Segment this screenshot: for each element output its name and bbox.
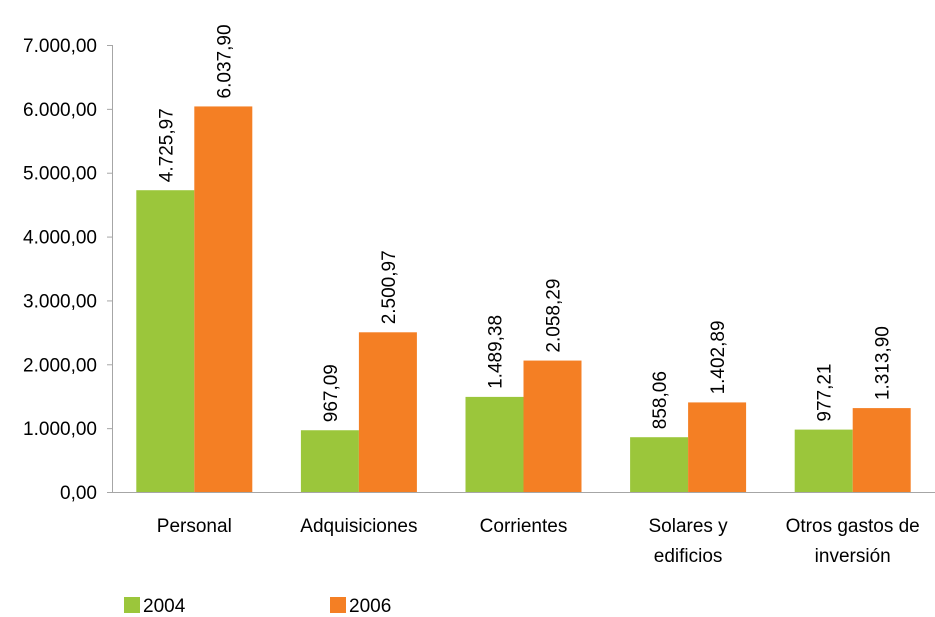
y-tick-label: 0,00 xyxy=(60,483,97,504)
data-label: 977,21 xyxy=(815,363,836,421)
y-tick-label: 5.000,00 xyxy=(23,164,97,185)
data-label: 1.402,89 xyxy=(708,320,729,394)
x-tick-label: inversión xyxy=(815,546,891,567)
bar-2006-4 xyxy=(852,408,911,492)
x-tick-label: Otros gastos de xyxy=(786,516,920,537)
data-label: 1.489,38 xyxy=(486,315,507,389)
legend-swatch-2004 xyxy=(124,597,140,613)
bar-2004-4 xyxy=(794,429,853,492)
bar-2004-3 xyxy=(630,437,689,492)
x-tick-label: Corrientes xyxy=(480,516,568,537)
y-tick-label: 6.000,00 xyxy=(23,100,97,121)
bar-2006-0 xyxy=(194,106,253,493)
x-tick-label: Solares y xyxy=(648,516,728,537)
bar-2004-0 xyxy=(136,190,195,492)
bar-2006-2 xyxy=(523,360,582,492)
bar-2006-3 xyxy=(688,402,747,492)
bar-2006-1 xyxy=(358,332,417,492)
x-tick-label: Personal xyxy=(157,516,232,537)
y-tick-label: 4.000,00 xyxy=(23,228,97,249)
data-label: 4.725,97 xyxy=(156,108,177,182)
data-label: 858,06 xyxy=(650,371,671,429)
bar-2004-1 xyxy=(300,430,359,492)
data-label: 1.313,90 xyxy=(873,326,894,400)
data-label: 2.058,29 xyxy=(544,279,565,353)
legend-swatch-2006 xyxy=(330,597,346,613)
y-tick-label: 7.000,00 xyxy=(23,36,97,57)
x-tick-label: Adquisiciones xyxy=(300,516,417,537)
y-tick-label: 2.000,00 xyxy=(23,355,97,376)
y-tick-label: 3.000,00 xyxy=(23,291,97,312)
legend-label-2006: 2006 xyxy=(349,596,391,617)
data-label: 6.037,90 xyxy=(214,24,235,98)
legend-label-2004: 2004 xyxy=(143,596,186,617)
data-label: 967,09 xyxy=(321,364,342,422)
bar-2004-2 xyxy=(465,396,524,492)
x-tick-label: edificios xyxy=(654,546,723,567)
data-label: 2.500,97 xyxy=(379,250,400,324)
y-tick-label: 1.000,00 xyxy=(23,419,97,440)
